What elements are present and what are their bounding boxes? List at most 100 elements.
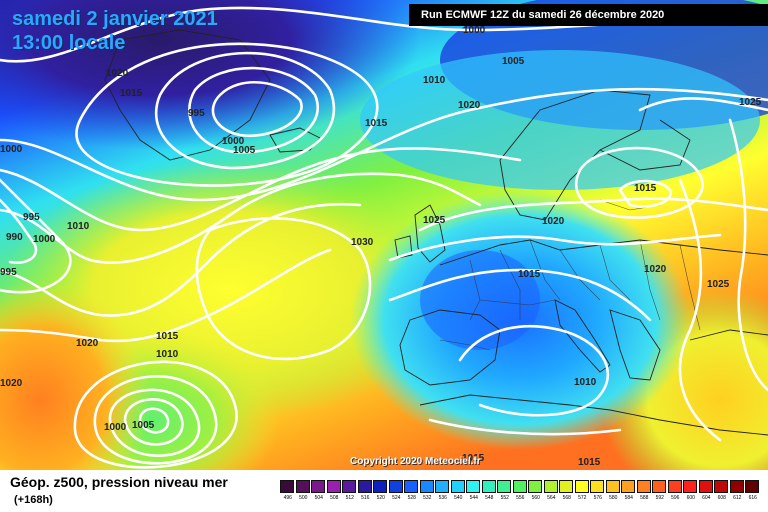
- scale-cell: 552: [497, 480, 513, 506]
- scale-swatch: [698, 480, 713, 493]
- isobar-label: 1025: [739, 97, 762, 108]
- scale-cell: 592: [652, 480, 668, 506]
- scale-label: 612: [733, 495, 742, 501]
- isobar-label: 1015: [462, 453, 485, 464]
- scale-swatch: [357, 480, 372, 493]
- scale-cell: 500: [295, 480, 312, 506]
- scale-cell: 548: [481, 480, 498, 506]
- scale-cell: 512: [342, 480, 358, 506]
- forecast-time: 13:00 locale: [12, 32, 126, 54]
- isobar-label: 1005: [132, 420, 155, 431]
- scale-cell: 564: [543, 480, 560, 506]
- copyright: Copyright 2020 Meteociel.fr: [350, 456, 481, 467]
- scale-cell: 516: [357, 480, 374, 506]
- scale-cell: 544: [466, 480, 482, 506]
- isobar-label: 995: [0, 267, 17, 278]
- scale-cell: 580: [605, 480, 622, 506]
- scale-swatch: [295, 480, 310, 493]
- isobar-label: 1000: [0, 144, 23, 155]
- scale-swatch: [528, 480, 542, 493]
- scale-cell: 508: [326, 480, 343, 506]
- color-scale: 496 500 504 508 512 516 520 524 528 532 536 540 544 5…: [280, 480, 761, 506]
- scale-label: 560: [531, 495, 540, 501]
- scale-cell: 616: [745, 480, 761, 506]
- isobar-label: 1005: [233, 145, 256, 156]
- isobar-label: 1000: [104, 422, 127, 433]
- scale-swatch: [481, 480, 496, 493]
- scale-label: 600: [686, 495, 695, 501]
- scale-cell: 600: [683, 480, 699, 506]
- run-info: Run ECMWF 12Z du samedi 26 décembre 2020: [409, 4, 768, 26]
- scale-cell: 524: [388, 480, 405, 506]
- scale-cell: 588: [636, 480, 653, 506]
- scale-cell: 504: [311, 480, 327, 506]
- forecast-date: samedi 2 janvier 2021: [12, 8, 218, 30]
- scale-cell: 556: [512, 480, 529, 506]
- scale-label: 548: [485, 495, 494, 501]
- scale-label: 528: [407, 495, 416, 501]
- lead-time: (+168h): [14, 494, 53, 506]
- isobar-label: 995: [23, 212, 40, 223]
- isobar-label: 1015: [518, 269, 541, 280]
- scale-label: 524: [392, 495, 401, 501]
- scale-cell: 596: [667, 480, 684, 506]
- scale-cell: 568: [559, 480, 575, 506]
- scale-cell: 496: [280, 480, 296, 506]
- parameter-title: Géop. z500, pression niveau mer: [10, 474, 228, 490]
- isobar-label: 1020: [542, 216, 565, 227]
- scale-label: 592: [655, 495, 664, 501]
- scale-label: 508: [330, 495, 339, 501]
- scale-label: 588: [640, 495, 649, 501]
- scale-label: 596: [671, 495, 680, 501]
- isobar-label: 1000: [33, 234, 56, 245]
- scale-swatch: [729, 480, 744, 493]
- scale-swatch: [388, 480, 403, 493]
- isobar-label: 1025: [423, 215, 446, 226]
- isobar-label: 1020: [76, 338, 99, 349]
- scale-cell: 532: [419, 480, 436, 506]
- scale-label: 580: [609, 495, 618, 501]
- isobar-label: 1020: [0, 378, 23, 389]
- scale-swatch: [404, 480, 418, 493]
- scale-label: 512: [345, 495, 354, 501]
- scale-label: 532: [423, 495, 432, 501]
- scale-swatch: [512, 480, 527, 493]
- scale-label: 604: [702, 495, 711, 501]
- isobar-label: 1015: [156, 331, 179, 342]
- scale-swatch: [559, 480, 573, 493]
- isobar-label: 1010: [67, 221, 90, 232]
- scale-swatch: [466, 480, 480, 493]
- isobar-label: 1005: [502, 56, 525, 67]
- scale-swatch: [667, 480, 682, 493]
- scale-label: 568: [562, 495, 571, 501]
- scale-label: 552: [500, 495, 509, 501]
- isobar-label: 1020: [106, 68, 129, 79]
- scale-swatch: [621, 480, 635, 493]
- scale-cell: 576: [590, 480, 606, 506]
- scale-swatch: [543, 480, 558, 493]
- scale-label: 544: [469, 495, 478, 501]
- scale-swatch: [450, 480, 465, 493]
- scale-swatch: [280, 480, 294, 493]
- scale-cell: 604: [698, 480, 715, 506]
- isobar-label: 1020: [644, 264, 667, 275]
- isobar-label: 1015: [365, 118, 388, 129]
- isobar-label: 990: [6, 232, 23, 243]
- isobar-label: 995: [188, 108, 205, 119]
- scale-label: 504: [314, 495, 323, 501]
- scale-label: 556: [516, 495, 525, 501]
- scale-swatch: [590, 480, 604, 493]
- isobar-label: 1030: [351, 237, 374, 248]
- scale-label: 500: [299, 495, 308, 501]
- scale-cell: 540: [450, 480, 467, 506]
- scale-cell: 520: [373, 480, 389, 506]
- isobar-label: 1010: [574, 377, 597, 388]
- scale-cell: 612: [729, 480, 746, 506]
- scale-label: 564: [547, 495, 556, 501]
- scale-label: 572: [578, 495, 587, 501]
- scale-swatch: [605, 480, 620, 493]
- scale-swatch: [574, 480, 589, 493]
- pressure-map: [0, 0, 768, 470]
- isobar-label: 1000: [222, 136, 245, 147]
- scale-swatch: [714, 480, 728, 493]
